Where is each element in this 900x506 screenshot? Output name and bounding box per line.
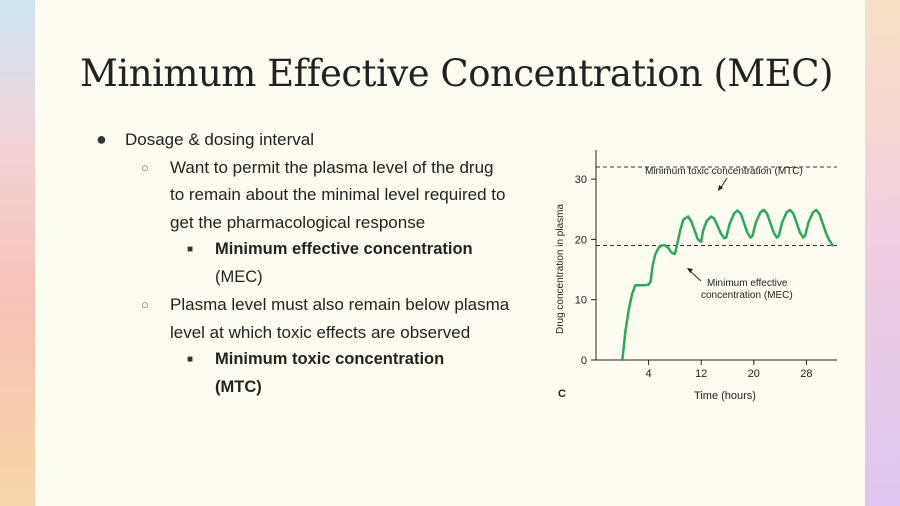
y-axis-label: Drug concentration in plasma <box>555 204 566 335</box>
x-tick-label: 12 <box>695 368 707 380</box>
hollow-circle-bullet-icon: ○ <box>141 159 149 175</box>
bullet-level-3: ■ Minimum effective concentration (MEC) <box>90 236 510 291</box>
mtc-label: Minimum toxic concentration (MTC) <box>645 166 803 177</box>
background-gradient-right <box>860 0 900 506</box>
bullet-level-1: ● Dosage & dosing interval <box>90 126 510 154</box>
bullet-level-2: ○ Plasma level must also remain below pl… <box>90 291 510 346</box>
y-tick-label: 30 <box>575 174 587 186</box>
mtc-arrow-head-icon <box>718 185 723 191</box>
mec-label-line2: concentration (MEC) <box>701 290 793 301</box>
chart-series <box>621 208 834 362</box>
filled-circle-bullet-icon: ● <box>96 129 107 149</box>
bullet-text-rest: (MEC) <box>215 267 263 286</box>
reference-lines <box>596 166 837 246</box>
slide-title: Minimum Effective Concentration (MEC) <box>80 52 834 95</box>
x-tick-label: 28 <box>800 368 812 380</box>
bullet-bold-text: Minimum toxic concentration (MTC) <box>215 350 445 396</box>
x-tick-label: 4 <box>646 368 652 380</box>
concentration-time-chart: 0 10 20 30 4 12 20 28 Minimum toxic concentrati… <box>555 150 837 402</box>
x-tick-label: 20 <box>748 368 760 380</box>
x-axis-label: Time (hours) <box>694 390 756 402</box>
bullet-text: Dosage & dosing interval <box>125 130 315 149</box>
y-tick-label: 20 <box>575 234 587 246</box>
mec-arrow-head-icon <box>687 268 693 273</box>
bullet-level-2: ○ Want to permit the plasma level of the… <box>90 154 510 237</box>
hollow-circle-bullet-icon: ○ <box>141 297 149 312</box>
y-tick-label: 10 <box>575 295 587 307</box>
bullet-text: Plasma level must also remain below plas… <box>170 295 510 342</box>
bullet-list: ● Dosage & dosing interval ○ Want to per… <box>90 126 510 401</box>
square-bullet-icon: ■ <box>187 354 194 365</box>
mec-arrow-line <box>689 270 702 282</box>
mec-label-line1: Minimum effective <box>707 278 788 289</box>
chart-ticks: 0 10 20 30 4 12 20 28 <box>575 174 813 380</box>
y-tick-label: 0 <box>581 355 587 367</box>
chart-axes <box>595 150 837 361</box>
square-bullet-icon: ■ <box>187 244 194 255</box>
slide: Minimum Effective Concentration (MEC) ● … <box>35 0 865 506</box>
bullet-text: Want to permit the plasma level of the d… <box>170 157 506 232</box>
bullet-bold-text: Minimum effective concentration <box>215 240 473 258</box>
concentration-curve <box>621 208 834 362</box>
panel-label: C <box>558 388 566 400</box>
bullet-level-3: ■ Minimum toxic concentration (MTC) <box>90 346 475 401</box>
